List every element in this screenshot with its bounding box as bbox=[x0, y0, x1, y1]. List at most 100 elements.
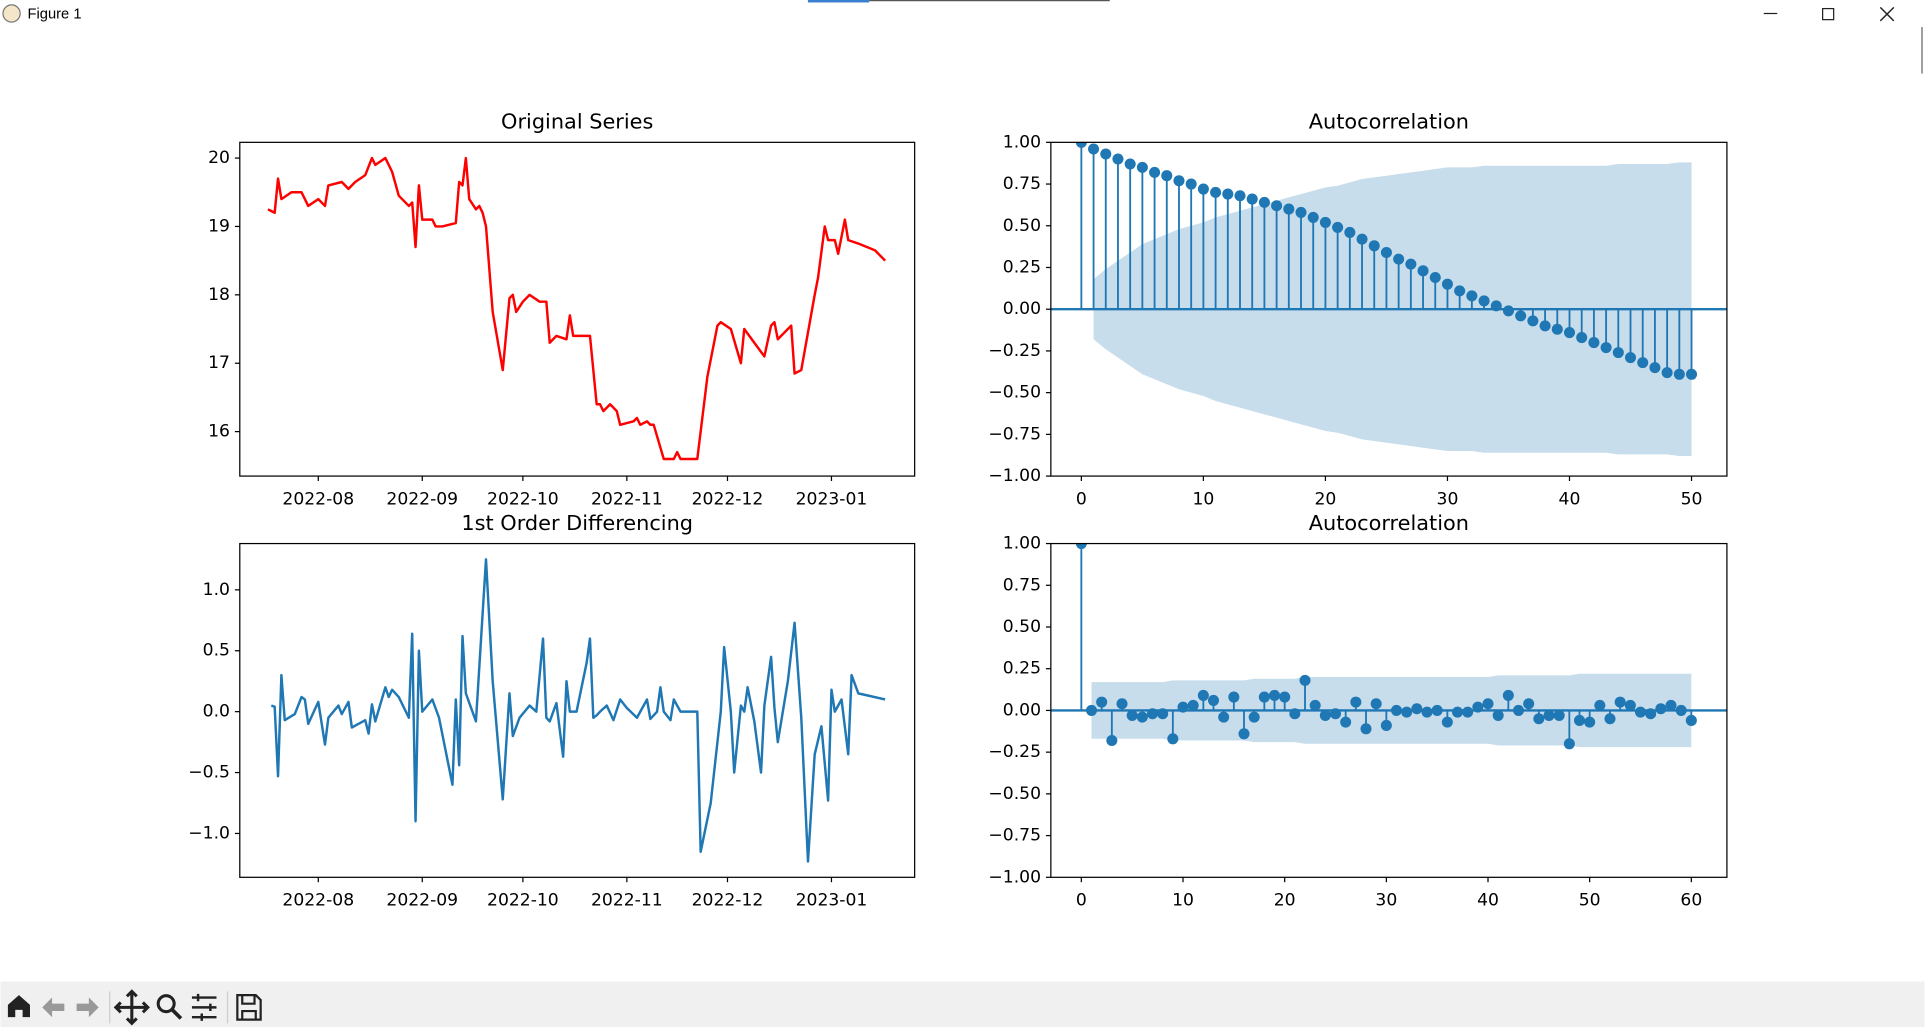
acf-marker bbox=[1466, 290, 1478, 302]
acf-marker bbox=[1258, 196, 1270, 208]
y-tick-label: −1.0 bbox=[188, 823, 230, 843]
acf-marker bbox=[1624, 352, 1637, 364]
acf-marker bbox=[1655, 703, 1667, 715]
acf-marker bbox=[1588, 337, 1600, 349]
acf-marker bbox=[1222, 188, 1234, 200]
acf-marker bbox=[1116, 698, 1128, 710]
acf-marker bbox=[1637, 357, 1649, 369]
x-tick-label: 2022-09 bbox=[386, 891, 458, 911]
home-button[interactable] bbox=[7, 995, 30, 1018]
x-tick-label: 50 bbox=[1579, 891, 1601, 911]
acf-marker bbox=[1539, 320, 1551, 332]
acf-marker bbox=[1126, 709, 1138, 721]
acf-marker bbox=[1451, 706, 1464, 718]
acf-marker bbox=[1393, 253, 1405, 265]
acf-marker bbox=[1527, 315, 1539, 327]
x-tick-label: 40 bbox=[1559, 489, 1581, 509]
y-tick-label: 0.0 bbox=[203, 702, 230, 722]
configure-button[interactable] bbox=[191, 993, 217, 1021]
y-tick-label: −0.25 bbox=[988, 742, 1041, 762]
plot-area bbox=[1050, 142, 1727, 457]
x-tick-label: 20 bbox=[1315, 489, 1337, 509]
acf-marker bbox=[1604, 713, 1616, 725]
acf-marker bbox=[1594, 699, 1606, 711]
acf-marker bbox=[1218, 711, 1230, 723]
pan-button[interactable] bbox=[113, 989, 150, 1026]
acf-marker bbox=[1390, 704, 1403, 716]
acf-marker bbox=[1462, 706, 1474, 718]
y-tick-label: 16 bbox=[208, 422, 230, 442]
close-button[interactable] bbox=[1879, 6, 1895, 22]
app-icon bbox=[2, 4, 21, 23]
restore-button[interactable] bbox=[1822, 7, 1835, 21]
y-tick-label: 0.50 bbox=[1003, 216, 1041, 236]
acf-marker bbox=[1271, 200, 1283, 212]
zoom-button[interactable] bbox=[156, 994, 183, 1020]
x-tick-label: 0 bbox=[1076, 489, 1087, 509]
subplot: Autocorrelation 0 10 20 30 40 50 60 −1.00 −0.75 −0… bbox=[988, 511, 1728, 911]
y-tick-label: 20 bbox=[208, 148, 230, 168]
chart-title: Autocorrelation bbox=[1309, 110, 1469, 134]
acf-marker bbox=[1319, 216, 1331, 228]
acf-marker bbox=[1149, 166, 1161, 178]
save-button[interactable] bbox=[236, 993, 262, 1021]
x-tick-label: 2023-01 bbox=[796, 891, 868, 911]
acf-marker bbox=[1551, 323, 1563, 335]
acf-marker bbox=[1085, 704, 1098, 716]
forward-button[interactable] bbox=[76, 997, 99, 1018]
chart-title: Original Series bbox=[501, 110, 653, 134]
x-tick-label: 2022-11 bbox=[591, 489, 663, 509]
axes-frame bbox=[239, 141, 916, 477]
tab-indicator bbox=[807, 0, 870, 3]
x-tick-label: 2023-01 bbox=[796, 489, 868, 509]
y-tick-label: 0.25 bbox=[1003, 659, 1041, 679]
acf-marker bbox=[1563, 327, 1576, 339]
x-tick-label: 2022-11 bbox=[591, 891, 663, 911]
acf-marker bbox=[1614, 696, 1626, 708]
plot-area bbox=[270, 558, 886, 863]
acf-marker bbox=[1344, 226, 1356, 238]
chart-title: 1st Order Differencing bbox=[461, 511, 693, 535]
y-tick-label: −0.50 bbox=[988, 383, 1041, 403]
acf-marker bbox=[1210, 186, 1222, 198]
back-button[interactable] bbox=[42, 997, 65, 1018]
acf-marker bbox=[1207, 694, 1220, 706]
acf-marker bbox=[1612, 347, 1624, 359]
acf-marker bbox=[1258, 691, 1270, 703]
acf-marker bbox=[1248, 711, 1260, 723]
acf-marker bbox=[1649, 362, 1661, 374]
acf-marker bbox=[1431, 704, 1443, 716]
acf-marker bbox=[1173, 175, 1185, 187]
subplot: Original Series 2022-08 2022-09 2022-10 2022… bbox=[208, 110, 916, 509]
acf-marker bbox=[1295, 206, 1307, 218]
y-tick-label: 17 bbox=[208, 353, 230, 373]
y-tick-label: 18 bbox=[208, 285, 230, 305]
acf-marker bbox=[1429, 271, 1441, 284]
acf-marker bbox=[1161, 170, 1173, 182]
acf-marker bbox=[1492, 709, 1504, 721]
toolbar-background bbox=[0, 981, 1925, 1027]
acf-marker bbox=[1124, 158, 1136, 170]
acf-marker bbox=[1157, 708, 1169, 720]
series-line bbox=[270, 558, 886, 863]
y-tick-label: −0.5 bbox=[188, 763, 230, 783]
acf-marker bbox=[1478, 295, 1490, 307]
acf-marker bbox=[1187, 699, 1199, 711]
y-tick-label: 0.75 bbox=[1003, 174, 1041, 194]
acf-marker bbox=[1573, 714, 1586, 726]
plot-area bbox=[1050, 543, 1727, 750]
acf-marker bbox=[1411, 703, 1423, 715]
acf-marker bbox=[1268, 689, 1281, 701]
y-tick-label: −0.50 bbox=[988, 784, 1041, 804]
acf-marker bbox=[1405, 258, 1417, 270]
y-tick-label: 19 bbox=[208, 216, 230, 236]
x-tick-label: 10 bbox=[1172, 891, 1194, 911]
y-tick-label: −1.00 bbox=[988, 466, 1041, 486]
acf-marker bbox=[1421, 706, 1433, 718]
acf-marker bbox=[1490, 300, 1502, 312]
plots: Original Series 2022-08 2022-09 2022-10 2022… bbox=[188, 110, 1728, 911]
acf-marker bbox=[1512, 704, 1525, 716]
acf-marker bbox=[1096, 696, 1108, 708]
acf-marker bbox=[1197, 689, 1209, 701]
